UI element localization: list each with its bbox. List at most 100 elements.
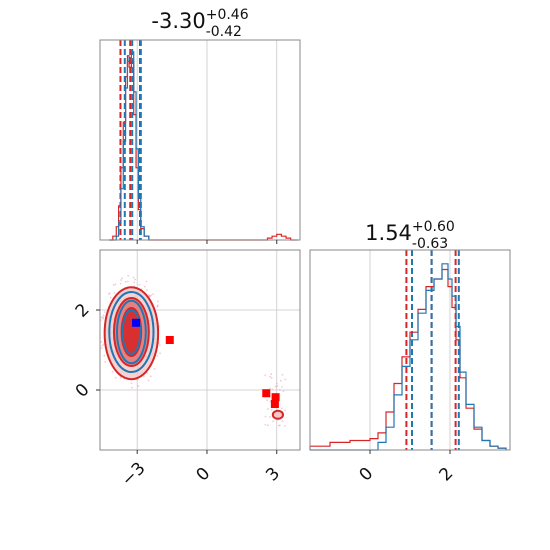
marker-4 bbox=[270, 400, 279, 408]
sample-point bbox=[127, 274, 130, 277]
sample-point bbox=[103, 354, 106, 357]
param-1-lower-error: -0.42 bbox=[206, 24, 242, 40]
sample-point bbox=[104, 361, 107, 363]
param-1-median: -3.30 bbox=[151, 9, 205, 33]
p2-ytick-label-0: 0 bbox=[72, 380, 94, 402]
sample-point bbox=[102, 343, 105, 346]
sample-point bbox=[270, 377, 273, 379]
sample-point bbox=[284, 409, 286, 412]
p3-red-histogram bbox=[309, 268, 507, 450]
sample-point bbox=[267, 424, 269, 427]
hist-param-2-panel: 0 2 1.54+0.60 -0.63 bbox=[309, 219, 511, 486]
sample-point bbox=[281, 373, 284, 376]
sample-point bbox=[269, 415, 271, 418]
sample-point bbox=[271, 388, 274, 391]
param-2-upper-error: +0.60 bbox=[412, 219, 455, 235]
sample-point bbox=[121, 277, 124, 280]
sample-point bbox=[275, 382, 278, 385]
param-2-lower-error: -0.63 bbox=[412, 236, 448, 252]
joint-density-panel: −3 0 3 0 2 bbox=[72, 249, 301, 491]
sample-point bbox=[100, 316, 103, 319]
sample-point bbox=[281, 420, 284, 423]
p3-xtick-label-1: 2 bbox=[436, 464, 458, 486]
marker-0 bbox=[132, 318, 141, 327]
sample-point bbox=[264, 374, 267, 377]
blue-contour-1 bbox=[115, 299, 147, 365]
sample-point bbox=[130, 382, 133, 385]
p2-xtick-label-0: −3 bbox=[118, 459, 150, 491]
sample-point bbox=[264, 423, 267, 426]
sample-point bbox=[276, 385, 279, 387]
sample-point bbox=[124, 281, 127, 283]
sample-point bbox=[270, 373, 273, 375]
sample-point bbox=[145, 280, 148, 283]
joint-plot-area bbox=[100, 274, 287, 427]
sample-point bbox=[278, 389, 281, 391]
sample-point bbox=[269, 400, 272, 403]
sample-point bbox=[153, 367, 156, 370]
sample-point bbox=[131, 386, 134, 389]
sample-point bbox=[111, 370, 114, 373]
sample-point bbox=[284, 425, 286, 427]
sample-point bbox=[132, 276, 135, 279]
sample-point bbox=[272, 420, 274, 423]
sample-point bbox=[149, 375, 152, 378]
p2-xtick-label-2: 3 bbox=[262, 464, 284, 486]
p3-frame bbox=[309, 249, 511, 451]
sample-point bbox=[148, 295, 151, 297]
sample-point bbox=[134, 278, 136, 281]
sample-point bbox=[112, 284, 115, 286]
sample-point bbox=[109, 296, 112, 299]
red-contour-tail bbox=[271, 409, 285, 420]
sample-point bbox=[100, 347, 103, 350]
sample-point bbox=[280, 407, 283, 410]
sample-point bbox=[120, 279, 123, 281]
sample-point bbox=[146, 289, 149, 291]
sample-point bbox=[126, 280, 129, 283]
p3-xtick-label-0: 0 bbox=[356, 464, 378, 486]
red-contour-inner bbox=[120, 307, 143, 357]
sample-point bbox=[281, 386, 283, 388]
sample-point bbox=[269, 375, 272, 378]
sample-point bbox=[103, 311, 106, 313]
sample-point bbox=[100, 340, 103, 343]
param-1-title: -3.30+0.46 -0.42 bbox=[151, 7, 248, 40]
p2-xtick-label-1: 0 bbox=[193, 464, 215, 486]
sample-point bbox=[264, 415, 267, 418]
sample-point bbox=[156, 300, 159, 303]
sample-point bbox=[108, 292, 111, 295]
sample-point bbox=[157, 304, 159, 307]
sample-point bbox=[142, 375, 145, 378]
sample-point bbox=[284, 378, 287, 381]
p3-blue-histogram bbox=[310, 263, 507, 451]
param-1-upper-error: +0.46 bbox=[206, 7, 249, 23]
sample-point bbox=[102, 317, 104, 320]
sample-point bbox=[101, 344, 104, 347]
sample-point bbox=[270, 408, 273, 411]
sample-point bbox=[266, 408, 269, 410]
p2-frame bbox=[99, 249, 301, 451]
blue-contour-2 bbox=[121, 309, 142, 355]
p1-red-histogram bbox=[109, 55, 298, 241]
p1-blue-histogram bbox=[109, 51, 150, 241]
sample-point bbox=[114, 283, 117, 286]
sample-point bbox=[113, 292, 116, 294]
sample-point bbox=[156, 305, 159, 308]
sample-point bbox=[147, 379, 150, 382]
sample-point bbox=[274, 385, 277, 388]
sample-point bbox=[102, 314, 105, 317]
sample-point bbox=[137, 385, 140, 387]
sample-point bbox=[119, 376, 122, 379]
sample-point bbox=[266, 399, 268, 402]
blue-contour-0 bbox=[108, 291, 155, 373]
sample-point bbox=[138, 283, 141, 286]
marker-1 bbox=[165, 336, 174, 344]
p2-ytick-label-1: 2 bbox=[72, 300, 94, 322]
sample-point bbox=[269, 387, 272, 390]
sample-point bbox=[133, 281, 136, 284]
marker-2 bbox=[262, 389, 271, 398]
sample-point bbox=[156, 354, 159, 357]
hist-param-1-panel: -3.30+0.46 -0.42 bbox=[99, 7, 301, 244]
param-2-median: 1.54 bbox=[365, 221, 412, 245]
